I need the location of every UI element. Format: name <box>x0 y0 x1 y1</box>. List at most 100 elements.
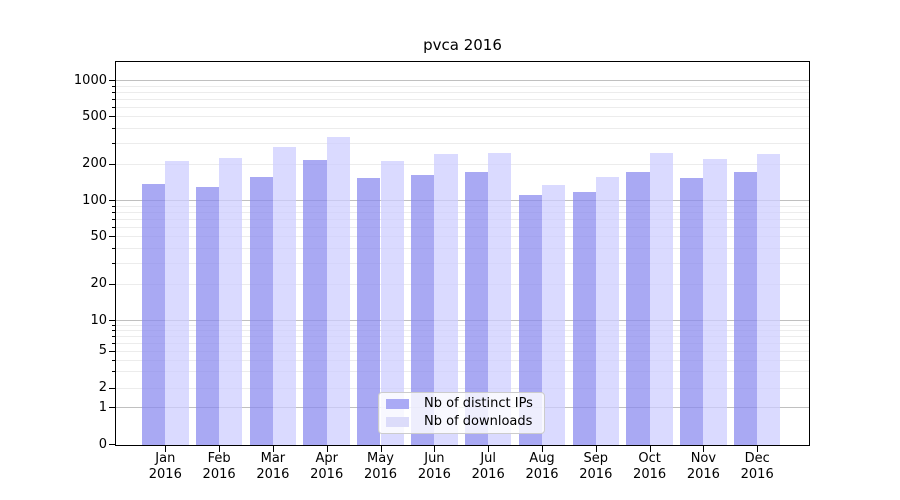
x-tick-label: Mar 2016 <box>256 451 290 482</box>
x-tick-mark <box>488 446 490 452</box>
y-tick-mark <box>109 350 115 352</box>
x-tick-label: Dec 2016 <box>740 451 774 482</box>
gridline-minor <box>116 329 809 331</box>
gridline-minor <box>116 85 809 87</box>
y-tick-mark-minor <box>112 262 115 264</box>
y-tick-mark-minor <box>112 106 115 108</box>
x-tick-mark <box>165 446 167 452</box>
bar-distinct-ips-mar <box>249 176 273 445</box>
y-tick-label: 100 <box>82 192 107 208</box>
y-tick-label: 50 <box>90 228 107 244</box>
bar-downloads-jul <box>488 152 512 445</box>
y-tick-mark <box>109 200 115 201</box>
legend-label-downloads: Nb of downloads <box>424 414 533 429</box>
y-tick-label: 20 <box>90 276 107 292</box>
x-tick-label: Oct 2016 <box>633 451 667 482</box>
gridline-minor <box>116 226 809 228</box>
y-tick-mark-minor <box>112 211 115 213</box>
y-tick-label: 1 <box>98 399 107 415</box>
gridline-minor <box>116 218 809 220</box>
gridline-major <box>116 200 809 201</box>
gridline-minor <box>116 236 809 238</box>
bar-distinct-ips-sep <box>572 191 596 445</box>
bar-downloads-oct <box>649 152 673 445</box>
gridline-minor <box>116 116 809 118</box>
gridline-minor <box>116 342 809 344</box>
bar-distinct-ips-apr <box>303 160 327 445</box>
gridline-minor <box>116 205 809 207</box>
gridline-minor <box>116 359 809 361</box>
gridline-minor <box>116 98 809 100</box>
y-tick-mark-minor <box>112 91 115 93</box>
y-tick-mark <box>109 283 115 285</box>
y-tick-label: 500 <box>82 108 107 124</box>
gridline-minor <box>116 324 809 326</box>
gridline-minor <box>116 127 809 129</box>
y-tick-mark-minor <box>112 226 115 228</box>
x-tick-mark <box>595 446 597 452</box>
gridline-minor <box>116 211 809 213</box>
x-tick-label: May 2016 <box>363 451 398 482</box>
plot-area <box>115 61 810 446</box>
y-tick-mark <box>109 236 115 238</box>
x-tick-mark <box>326 446 328 452</box>
x-tick-mark <box>757 446 759 452</box>
bar-distinct-ips-jan <box>142 184 166 445</box>
legend: Nb of distinct IPs Nb of downloads <box>378 392 545 434</box>
legend-swatch-downloads <box>386 417 409 427</box>
y-tick-mark-minor <box>112 127 115 129</box>
y-tick-mark <box>109 116 115 118</box>
bar-distinct-ips-dec <box>733 172 758 445</box>
x-tick-mark <box>542 446 543 452</box>
x-tick-label: Feb 2016 <box>202 451 236 482</box>
y-tick-mark-minor <box>112 324 115 326</box>
y-tick-mark-minor <box>112 247 115 249</box>
y-tick-mark-minor <box>112 371 115 373</box>
chart-title: pvca 2016 <box>423 36 502 54</box>
legend-item-distinct-ips: Nb of distinct IPs <box>386 397 544 411</box>
gridline-major <box>116 80 809 81</box>
y-tick-mark <box>109 80 115 81</box>
y-tick-mark <box>109 163 115 165</box>
bar-distinct-ips-may <box>357 178 381 445</box>
gridline-minor <box>116 387 809 389</box>
y-tick-mark <box>109 444 115 446</box>
bar-distinct-ips-feb <box>195 187 220 445</box>
legend-swatch-distinct-ips <box>386 399 409 409</box>
y-tick-mark-minor <box>112 85 115 87</box>
y-tick-mark-minor <box>112 329 115 331</box>
gridline-minor <box>116 335 809 337</box>
x-tick-label: Jul 2016 <box>471 451 505 482</box>
gridline-major <box>116 320 809 321</box>
gridline-minor <box>116 163 809 165</box>
x-tick-mark <box>272 446 274 452</box>
legend-label-distinct-ips: Nb of distinct IPs <box>424 396 533 411</box>
y-tick-label: 200 <box>82 156 107 172</box>
y-tick-mark-minor <box>112 205 115 207</box>
x-tick-mark <box>649 446 651 452</box>
y-tick-label: 5 <box>98 343 107 359</box>
bar-downloads-dec <box>757 154 781 445</box>
gridline-minor <box>116 247 809 249</box>
y-tick-mark-minor <box>112 359 115 361</box>
x-tick-label: Sep 2016 <box>579 451 613 482</box>
gridline-minor <box>116 142 809 144</box>
legend-item-downloads: Nb of downloads <box>386 415 544 429</box>
y-tick-label: 0 <box>98 436 107 452</box>
gridline-minor <box>116 283 809 285</box>
y-tick-mark-minor <box>112 335 115 337</box>
gridline-minor <box>116 371 809 373</box>
y-tick-mark <box>109 407 115 409</box>
bar-distinct-ips-nov <box>680 177 704 445</box>
y-tick-mark <box>109 387 115 389</box>
x-tick-label: Aug 2016 <box>525 451 559 482</box>
bar-distinct-ips-aug <box>518 195 542 445</box>
x-tick-mark <box>434 446 436 452</box>
bar-distinct-ips-jun <box>411 174 435 445</box>
bar-downloads-jun <box>434 153 458 445</box>
gridline-minor <box>116 91 809 93</box>
bar-downloads-aug <box>542 185 566 445</box>
x-tick-label: Nov 2016 <box>686 451 720 482</box>
gridline-minor <box>116 350 809 352</box>
x-tick-label: Jan 2016 <box>148 451 182 482</box>
